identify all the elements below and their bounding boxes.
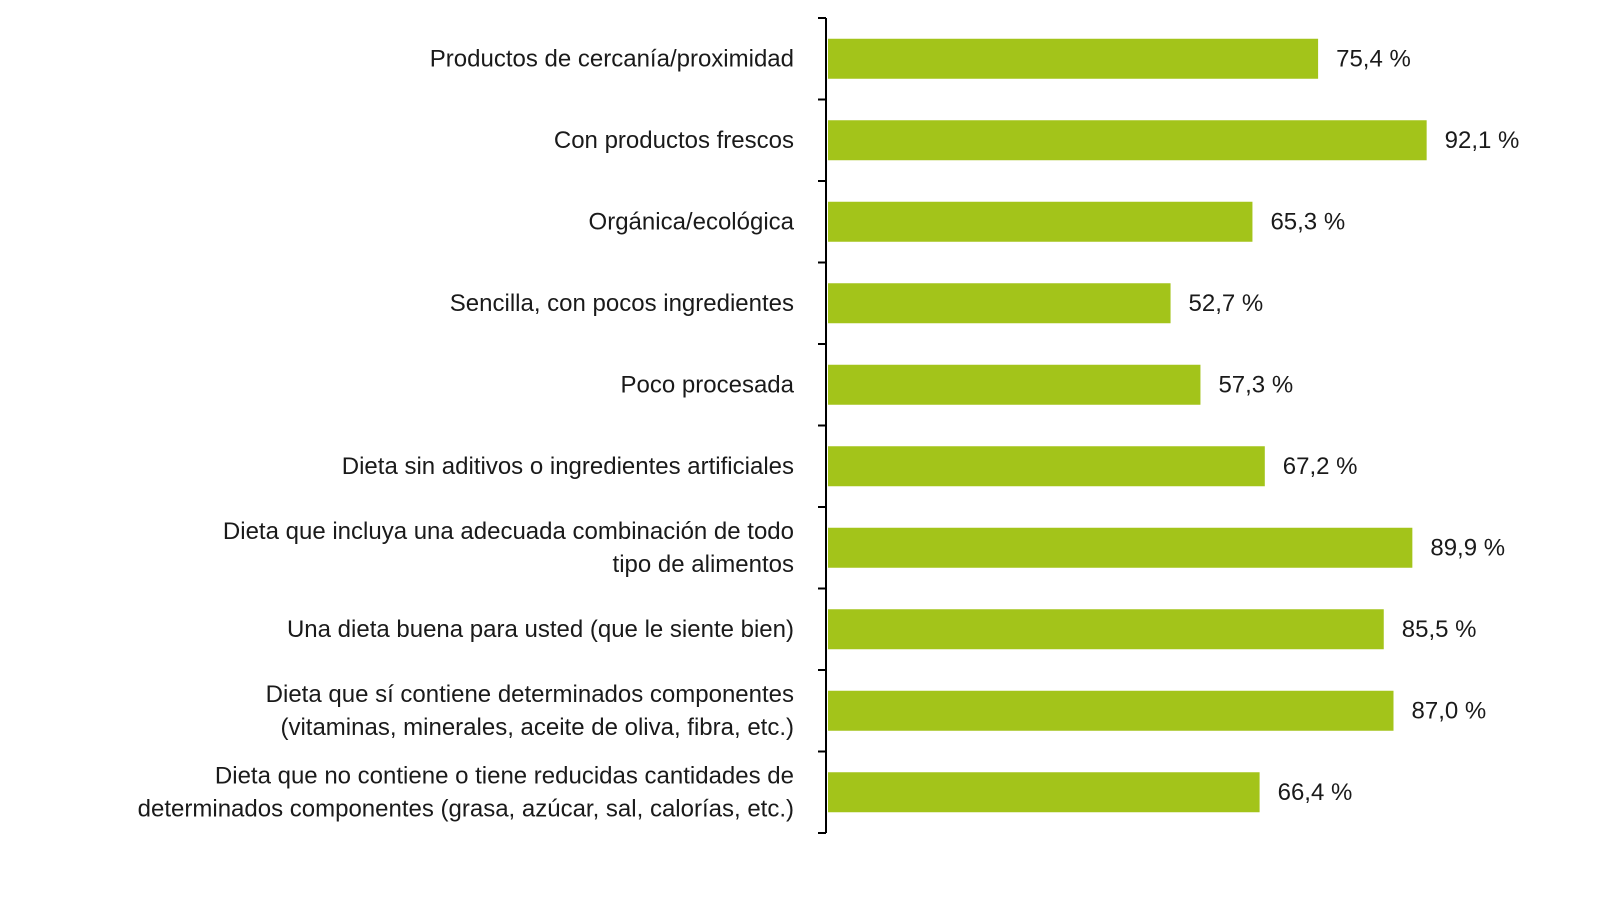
category-label: Dieta que incluya una adecuada combinaci… (223, 518, 794, 545)
category-label: Con productos frescos (554, 127, 794, 154)
bar (828, 120, 1427, 161)
category-label: Poco procesada (621, 371, 795, 398)
value-label: 89,9 % (1430, 534, 1505, 561)
bar (828, 527, 1413, 568)
value-label: 66,4 % (1278, 779, 1353, 806)
category-label: Sencilla, con pocos ingredientes (450, 290, 794, 317)
category-label: Productos de cercanía/proximidad (430, 45, 794, 72)
category-label: Orgánica/ecológica (589, 208, 795, 235)
category-label: determinados componentes (grasa, azúcar,… (138, 795, 794, 822)
bar (828, 690, 1394, 731)
value-label: 75,4 % (1336, 45, 1411, 72)
category-label: Dieta que no contiene o tiene reducidas … (215, 762, 794, 789)
category-label: (vitaminas, minerales, aceite de oliva, … (280, 714, 794, 741)
category-label: tipo de alimentos (613, 551, 794, 578)
value-label: 65,3 % (1270, 208, 1345, 235)
value-label: 92,1 % (1445, 127, 1520, 154)
value-label: 57,3 % (1218, 371, 1293, 398)
category-label: Dieta que sí contiene determinados compo… (266, 681, 794, 708)
value-label: 67,2 % (1283, 453, 1358, 480)
bar (828, 609, 1384, 650)
category-labels: Productos de cercanía/proximidad Con prod… (138, 45, 795, 822)
bar (828, 38, 1319, 79)
value-label: 87,0 % (1412, 697, 1487, 724)
category-label: Dieta sin aditivos o ingredientes artifi… (342, 453, 794, 480)
value-label: 85,5 % (1402, 616, 1477, 643)
value-label: 52,7 % (1189, 290, 1264, 317)
category-label: Una dieta buena para usted (que le sient… (287, 616, 794, 643)
bar (828, 446, 1265, 487)
bars (828, 38, 1427, 813)
bar (828, 364, 1201, 405)
value-labels: 75,4 % 92,1 % 65,3 % 52,7 % 57,3 % 67,2 % 89,9… (1189, 45, 1520, 806)
bar (828, 201, 1253, 242)
bar (828, 772, 1260, 813)
bar (828, 283, 1171, 324)
y-axis (818, 17, 827, 834)
